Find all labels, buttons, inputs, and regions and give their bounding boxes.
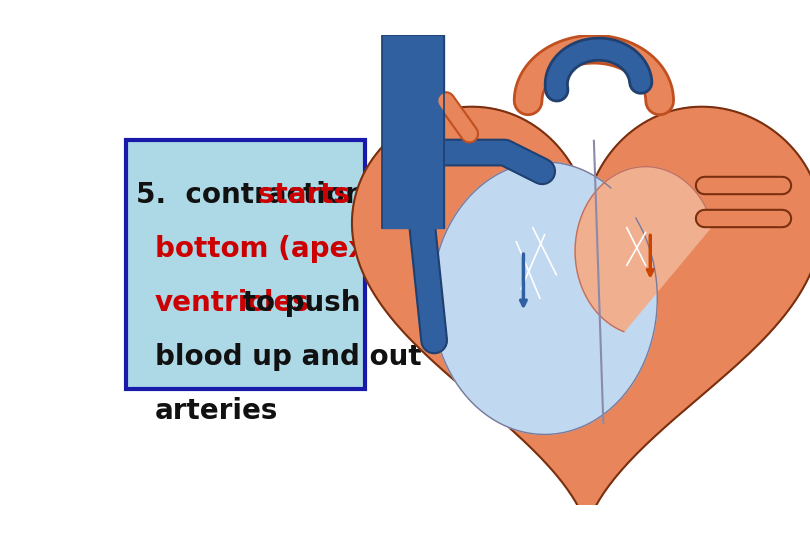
FancyBboxPatch shape: [126, 140, 365, 389]
Text: blood up and out: blood up and out: [155, 343, 421, 372]
Text: to push: to push: [233, 289, 360, 318]
Polygon shape: [432, 162, 657, 434]
Text: ventricles: ventricles: [155, 289, 309, 318]
Polygon shape: [575, 167, 713, 332]
Text: starts a: starts a: [258, 181, 378, 209]
Polygon shape: [382, 35, 444, 228]
Text: arteries: arteries: [155, 397, 278, 426]
Text: 5.  contraction: 5. contraction: [136, 181, 374, 209]
Text: bottom (apex) of: bottom (apex) of: [155, 235, 420, 264]
Polygon shape: [352, 107, 810, 531]
